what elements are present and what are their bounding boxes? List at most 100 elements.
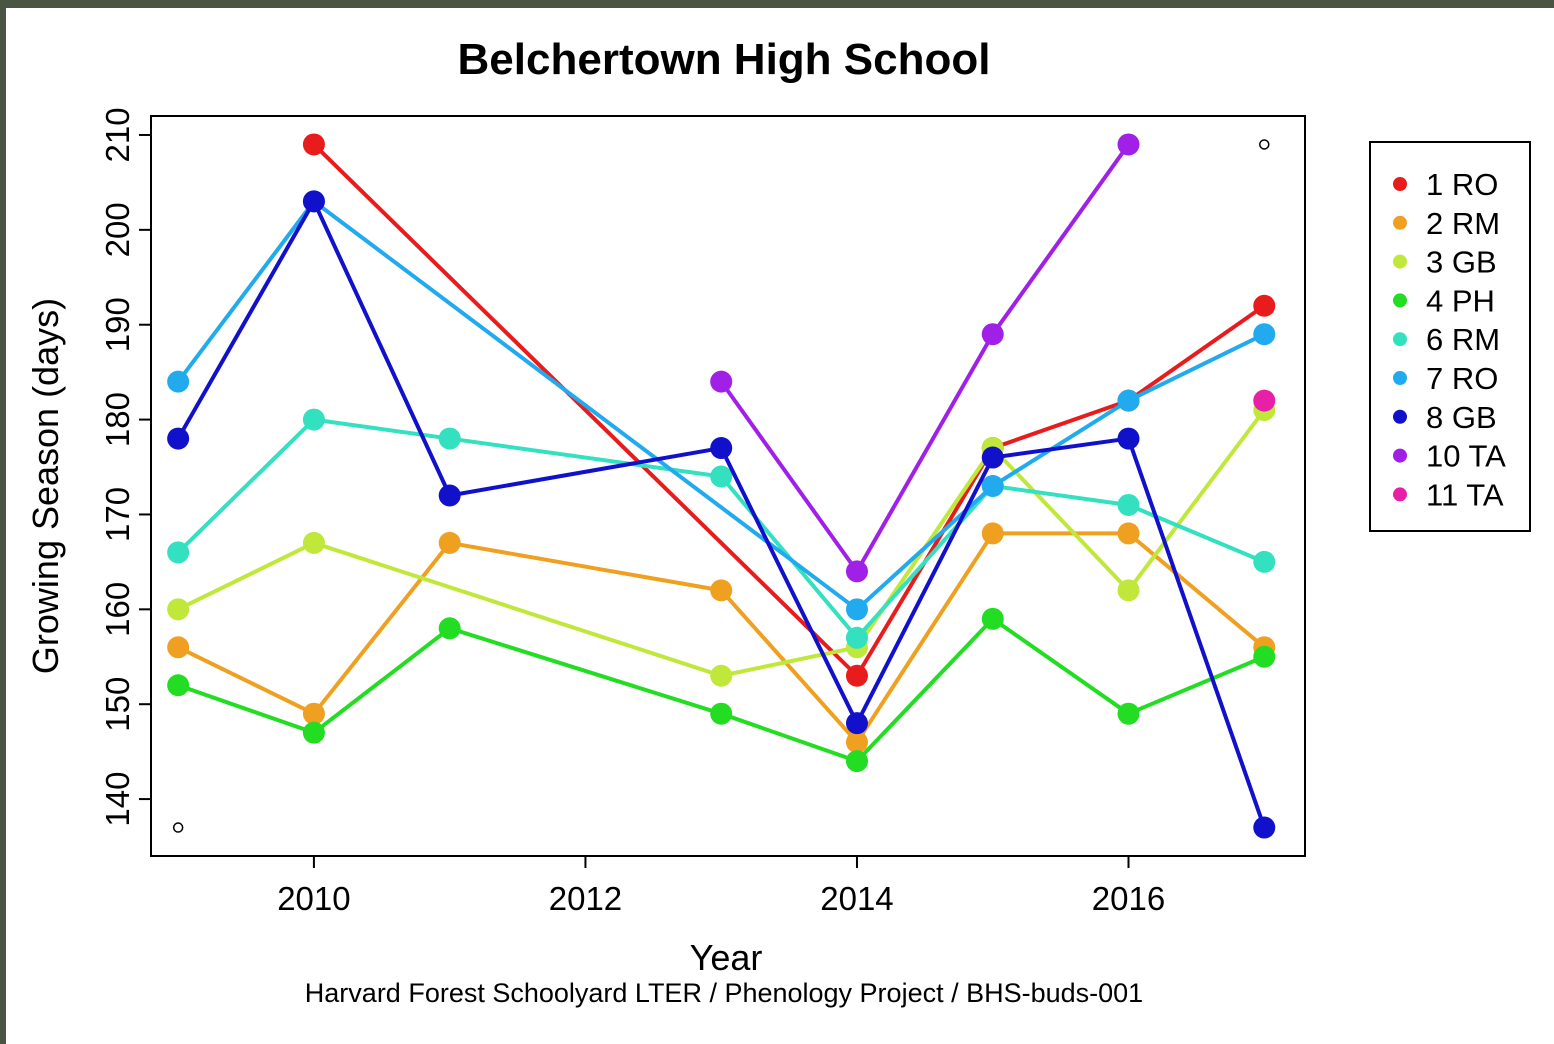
data-point — [710, 370, 733, 393]
data-point — [845, 731, 868, 754]
data-point — [438, 531, 461, 554]
series-group — [167, 133, 1276, 839]
series-4-ph — [167, 607, 1276, 773]
series-line — [719, 143, 1131, 574]
data-point — [438, 484, 461, 507]
data-point — [1253, 816, 1276, 839]
data-point — [710, 664, 733, 687]
data-point — [302, 133, 325, 156]
y-tick-label: 150 — [99, 677, 136, 732]
data-point — [302, 702, 325, 725]
legend-label: 4 PH — [1426, 283, 1495, 318]
chart-title: Belchertown High School — [458, 35, 991, 84]
x-tick-label: 2016 — [1092, 880, 1165, 917]
plot-box — [150, 115, 1306, 857]
data-point — [1117, 702, 1140, 725]
chart-caption: Harvard Forest Schoolyard LTER / Phenolo… — [305, 978, 1143, 1008]
legend-marker — [1393, 215, 1407, 230]
data-point — [1117, 522, 1140, 545]
legend-label: 10 TA — [1426, 439, 1506, 474]
y-axis-label: Growing Season (days) — [25, 298, 66, 674]
legend-marker — [1393, 448, 1407, 463]
series-7-ro — [167, 190, 1276, 621]
data-point — [1253, 323, 1276, 346]
legend-label: 1 RO — [1426, 167, 1498, 202]
data-point — [167, 427, 190, 450]
series-line — [177, 616, 1266, 764]
x-tick-label: 2012 — [549, 880, 622, 917]
data-point — [710, 702, 733, 725]
data-point — [167, 636, 190, 659]
data-point — [302, 721, 325, 744]
legend-label: 6 RM — [1426, 322, 1500, 357]
data-point — [845, 712, 868, 735]
data-point — [710, 579, 733, 602]
chart-frame: Belchertown High School 140 150 160 170 180 1… — [6, 8, 1554, 1044]
data-point — [1253, 294, 1276, 317]
open-point — [1259, 139, 1270, 150]
data-point — [981, 607, 1004, 630]
data-point — [845, 664, 868, 687]
y-tick-label: 190 — [99, 297, 136, 352]
y-tick-label: 160 — [99, 582, 136, 637]
data-point — [167, 370, 190, 393]
data-point — [1117, 427, 1140, 450]
legend-label: 7 RO — [1426, 361, 1498, 396]
data-point — [710, 437, 733, 460]
data-point — [981, 446, 1004, 469]
data-point — [981, 475, 1004, 497]
x-tick-label: 2010 — [277, 880, 350, 917]
data-point — [981, 323, 1004, 346]
series-2-rm — [167, 522, 1276, 754]
y-tick-label: 170 — [99, 487, 136, 542]
legend-marker — [1393, 177, 1407, 191]
data-point — [302, 408, 325, 431]
legend-marker — [1393, 332, 1407, 347]
open-point — [172, 822, 184, 833]
y-axis: 140 150 160 170 180 190 200 210 — [99, 107, 151, 827]
data-point — [1253, 645, 1276, 668]
x-axis-label: Year — [690, 937, 763, 978]
legend-label: 3 GB — [1426, 245, 1497, 280]
data-point — [1117, 389, 1140, 412]
line-chart: Belchertown High School 1401501601701801… — [25, 35, 1531, 1008]
series-11-ta — [1253, 389, 1276, 412]
data-point — [845, 750, 868, 773]
legend-marker — [1393, 254, 1407, 269]
data-point — [710, 465, 733, 488]
data-point — [1117, 493, 1140, 516]
legend-marker — [1393, 487, 1407, 502]
y-tick-label: 180 — [99, 392, 136, 447]
series-8-gb — [167, 190, 1276, 839]
legend-label: 2 RM — [1426, 206, 1500, 241]
series-10-ta — [710, 133, 1140, 583]
series-line — [176, 199, 1267, 829]
open-points — [172, 139, 1270, 833]
y-tick-label: 200 — [99, 202, 136, 257]
data-point — [438, 617, 461, 640]
y-tick-label: 210 — [99, 107, 136, 162]
data-point — [302, 531, 325, 554]
legend-marker — [1393, 293, 1407, 308]
data-point — [167, 674, 190, 697]
data-point — [302, 190, 325, 213]
legend-label: 11 TA — [1426, 477, 1504, 512]
data-point — [845, 626, 868, 649]
y-tick-label: 140 — [99, 772, 136, 827]
legend-label: 8 GB — [1426, 400, 1497, 435]
legend-marker — [1393, 409, 1407, 424]
legend-marker — [1393, 371, 1407, 385]
data-point — [1253, 389, 1276, 412]
data-point — [845, 560, 868, 583]
series-line — [176, 199, 1266, 612]
data-point — [1253, 550, 1276, 573]
data-point — [1117, 579, 1140, 602]
data-point — [1117, 133, 1140, 156]
data-point — [845, 598, 868, 621]
x-tick-label: 2014 — [820, 880, 893, 917]
data-point — [438, 427, 461, 450]
series-line — [177, 531, 1266, 745]
data-point — [167, 541, 190, 564]
data-point — [981, 522, 1004, 545]
